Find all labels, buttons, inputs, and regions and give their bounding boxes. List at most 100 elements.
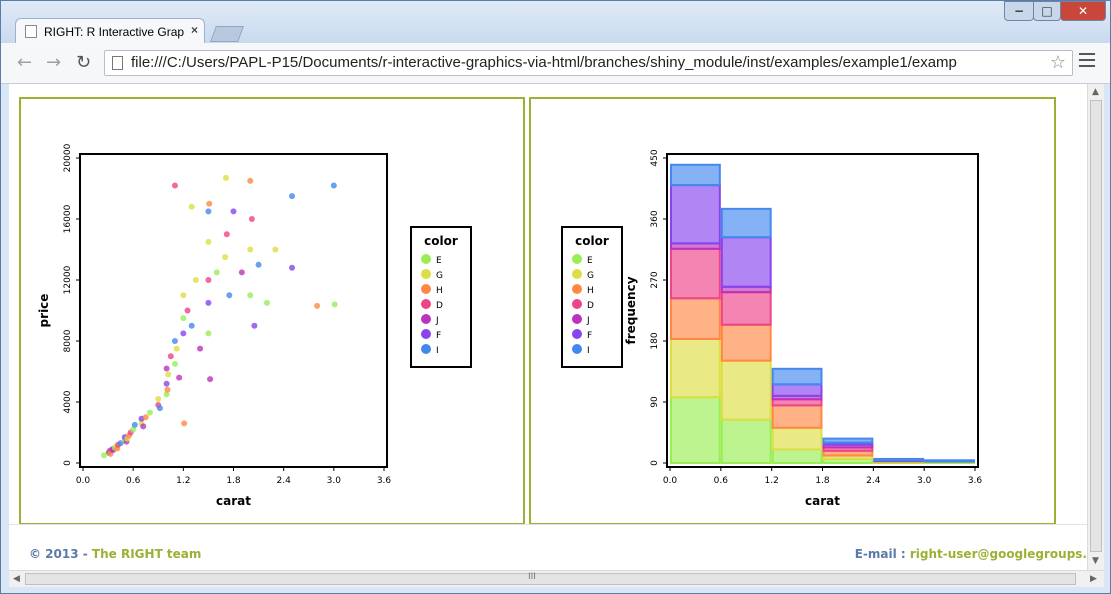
hist-bar-f xyxy=(771,383,823,397)
hist-bar-i xyxy=(670,163,721,187)
scatter-point-f xyxy=(251,322,258,329)
scatter-chart[interactable]: 0.0 0.6 1.2 1.8 2.4 3.0 3.6 0 4000 8000 12000 16000… xyxy=(21,99,523,523)
y-tick-label: 360 xyxy=(650,210,660,227)
legend-swatch-g xyxy=(572,269,582,279)
scatter-point-g xyxy=(155,395,162,402)
hist-bar-g xyxy=(771,426,823,451)
legend-title: color xyxy=(575,234,609,248)
scatter-point-d xyxy=(223,231,230,238)
legend-label-g: G xyxy=(587,271,594,281)
y-axis-label: frequency xyxy=(624,276,638,344)
tab-title: RIGHT: R Interactive Grapl xyxy=(44,25,184,39)
legend-swatch-e xyxy=(421,254,431,264)
scatter-point-f xyxy=(163,380,170,387)
team-link[interactable]: The RIGHT team xyxy=(91,547,202,561)
plot-frame xyxy=(79,153,388,468)
y-tick-label: 90 xyxy=(650,396,660,408)
forward-button[interactable]: → xyxy=(46,52,62,73)
scatter-point-d xyxy=(248,216,255,222)
legend-swatch-i xyxy=(421,344,431,354)
hist-bar-i xyxy=(771,367,823,386)
scatter-point-j xyxy=(176,374,183,381)
legend-label-h: H xyxy=(436,286,443,296)
x-axis-label: carat xyxy=(216,494,251,508)
scatter-point-f xyxy=(180,330,187,337)
x-tick-label: 1.2 xyxy=(765,476,779,486)
hist-bar-h xyxy=(670,297,721,340)
x-tick-label: 2.4 xyxy=(277,476,292,486)
legend-swatch-f xyxy=(572,329,582,339)
legend-swatch-f xyxy=(421,329,431,339)
scatter-point-e xyxy=(180,315,187,322)
scatter-point-e xyxy=(213,269,220,276)
scatter-point-g xyxy=(165,371,172,378)
scatter-point-j xyxy=(163,365,170,372)
horizontal-scroll-thumb[interactable]: III xyxy=(25,572,1076,585)
scatter-point-e xyxy=(163,391,170,398)
scatter-point-i xyxy=(289,193,296,200)
scatter-point-d xyxy=(205,277,212,283)
horizontal-scrollbar[interactable]: ◀ III ▶ xyxy=(9,570,1104,587)
close-window-button[interactable]: ✕ xyxy=(1060,1,1106,21)
scatter-point-j xyxy=(140,423,147,430)
scatter-point-g xyxy=(192,277,199,283)
scatter-point-j xyxy=(238,269,245,276)
scroll-right-icon[interactable]: ▶ xyxy=(1090,574,1097,584)
reload-button[interactable]: ↻ xyxy=(76,52,92,73)
scatter-point-h xyxy=(181,420,188,427)
hist-bar-e xyxy=(720,418,772,464)
scatter-point-e xyxy=(247,292,254,299)
legend-label-j: J xyxy=(435,316,439,326)
scatter-point-e xyxy=(146,409,153,416)
url-text[interactable]: file:///C:/Users/PAPL-P15/Documents/r-in… xyxy=(131,54,957,71)
scroll-up-icon[interactable]: ▲ xyxy=(1092,87,1099,97)
x-tick-label: 1.8 xyxy=(815,476,830,486)
email-text: E-mail : right-user@googlegroups. xyxy=(855,547,1087,561)
email-label: E-mail : xyxy=(854,547,910,561)
hist-bar-f xyxy=(670,184,721,245)
vertical-scrollbar[interactable]: ▲ ▼ xyxy=(1087,84,1104,570)
hist-bar-e xyxy=(670,396,721,464)
scatter-point-h xyxy=(164,386,171,393)
page-icon xyxy=(112,56,123,70)
scatter-point-e xyxy=(263,299,270,306)
scatter-point-g xyxy=(180,292,187,299)
page-viewport: 0.0 0.6 1.2 1.8 2.4 3.0 3.6 0 4000 8000 12000 16000… xyxy=(9,84,1087,570)
legend-label-e: E xyxy=(436,256,442,266)
maximize-button[interactable]: □ xyxy=(1033,1,1061,21)
scatter-point-g xyxy=(173,345,180,352)
new-tab-button[interactable] xyxy=(210,26,244,42)
scatter-point-h xyxy=(314,302,321,309)
chrome-menu-icon[interactable] xyxy=(1079,53,1095,69)
address-bar[interactable]: file:///C:/Users/PAPL-P15/Documents/r-in… xyxy=(104,50,1073,76)
histogram-chart[interactable]: 0.0 0.6 1.2 1.8 2.4 3.0 3.6 0 90 180 270 360 450 cara… xyxy=(531,99,1054,523)
tab-close-icon[interactable]: × xyxy=(190,23,198,37)
email-link[interactable]: right-user@googlegroups. xyxy=(909,547,1087,561)
browser-tab[interactable]: RIGHT: R Interactive Grapl × xyxy=(15,18,205,44)
x-tick-label: 1.2 xyxy=(176,476,190,486)
scatter-point-g xyxy=(205,238,212,245)
back-button[interactable]: ← xyxy=(17,52,33,73)
x-tick-label: 0.6 xyxy=(714,476,729,486)
legend-swatch-e xyxy=(572,254,582,264)
hist-bar-i xyxy=(924,459,975,463)
legend-label-g: G xyxy=(436,271,443,281)
scatter-point-g xyxy=(272,246,279,253)
scatter-point-i xyxy=(117,440,124,447)
scatter-point-g xyxy=(222,254,229,261)
vertical-scroll-thumb[interactable] xyxy=(1090,100,1102,552)
minimize-button[interactable]: − xyxy=(1004,1,1034,21)
scroll-left-icon[interactable]: ◀ xyxy=(13,574,20,584)
bookmark-star-icon[interactable]: ☆ xyxy=(1049,52,1066,73)
hist-bar-i xyxy=(720,207,772,239)
legend-label-d: D xyxy=(436,301,443,311)
page-footer: © 2013 - The RIGHT team E-mail : right-u… xyxy=(9,524,1087,570)
x-tick-label: 0.0 xyxy=(76,476,91,486)
hist-bar-h xyxy=(771,404,823,429)
legend-swatch-g xyxy=(421,269,431,279)
x-axis-label: carat xyxy=(805,494,840,508)
scroll-down-icon[interactable]: ▼ xyxy=(1092,556,1099,566)
hist-bar-d xyxy=(720,291,772,326)
scatter-point-f xyxy=(205,299,212,306)
y-tick-label: 4000 xyxy=(63,390,73,413)
